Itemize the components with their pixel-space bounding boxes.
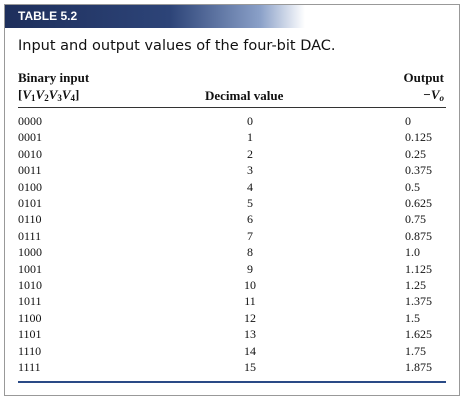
decimal-cell: 2 xyxy=(247,146,253,161)
output-cell: 0.375 xyxy=(405,163,432,178)
output-cell: 0.875 xyxy=(405,228,432,243)
subscript-wrap: 4 xyxy=(71,93,76,103)
symbol: V xyxy=(35,87,45,102)
binary-cell: 1011 xyxy=(18,294,42,309)
decimal-cell: 1 xyxy=(247,130,253,145)
header-decimal: Decimal value xyxy=(205,88,284,103)
caption: Input and output values of the four-bit … xyxy=(18,38,336,54)
binary-cell: 1110 xyxy=(18,343,42,358)
banner xyxy=(5,5,305,28)
binary-cell: 1100 xyxy=(18,310,42,325)
decimal-cell: 6 xyxy=(247,212,253,227)
symbol: V xyxy=(48,87,58,102)
subscript: 2 xyxy=(44,93,49,103)
decimal-cell: 4 xyxy=(247,179,253,194)
symbol: V xyxy=(61,87,71,102)
decimal-cell: 5 xyxy=(247,196,253,210)
subscript-wrap: 3 xyxy=(57,93,62,103)
decimal-cell: 11 xyxy=(244,294,256,309)
binary-cell: 0111 xyxy=(18,228,42,243)
decimal-cell: 7 xyxy=(247,228,253,243)
output-cell: 1.875 xyxy=(405,360,432,374)
rule xyxy=(18,381,446,383)
decimal-cell: 14 xyxy=(244,343,256,358)
binary-cell: 1001 xyxy=(18,261,42,276)
binary-cell: 0001 xyxy=(18,130,42,145)
subscript: 1 xyxy=(31,93,36,103)
binary-cell: 0100 xyxy=(18,179,42,194)
symbol: V xyxy=(430,87,440,102)
decimal-cell: 3 xyxy=(247,163,253,178)
decimal-cell: 10 xyxy=(244,278,256,292)
decimal-cell: 13 xyxy=(244,327,256,342)
decimal-cell: 0 xyxy=(247,114,253,128)
output-cell: 0.625 xyxy=(405,196,432,210)
subscript-wrap: 2 xyxy=(44,93,49,103)
rule xyxy=(18,107,446,108)
output-cell: 1.375 xyxy=(405,294,432,309)
subscript: o xyxy=(439,93,445,103)
output-cell: 1.25 xyxy=(405,278,426,292)
binary-cell: 1101 xyxy=(18,327,42,342)
minus: − xyxy=(423,87,431,102)
symbols: V1V2V3V4 xyxy=(22,87,76,103)
frame xyxy=(4,4,460,396)
output-cell: 1.5 xyxy=(405,310,420,325)
bracket: ] xyxy=(75,87,80,102)
symbol: V xyxy=(22,87,32,102)
binary-cell: 1111 xyxy=(18,360,41,374)
output-cell: 0.75 xyxy=(405,212,426,227)
output-cell: 1.75 xyxy=(405,343,426,358)
subscript: 3 xyxy=(57,93,62,103)
output-cell: 0 xyxy=(405,114,411,128)
decimal-cell: 8 xyxy=(247,245,253,260)
binary-cell: 0101 xyxy=(18,196,42,210)
output-cell: 1.0 xyxy=(405,245,420,260)
decimal-cell: 9 xyxy=(247,261,253,276)
binary-cell: 0011 xyxy=(18,163,42,178)
decimal-cell: 12 xyxy=(244,310,256,325)
header-binary-symbol: [V1V2V3V4] xyxy=(18,87,79,103)
output-cell: 0.125 xyxy=(405,130,432,145)
decimal-cell: 15 xyxy=(244,360,256,374)
output-cell: 1.125 xyxy=(405,261,432,276)
header-output: Output xyxy=(403,70,444,85)
output-cell: 0.25 xyxy=(405,146,426,161)
binary-cell: 1010 xyxy=(18,278,42,292)
binary-cell: 0010 xyxy=(18,146,42,161)
binary-cell: 0110 xyxy=(18,212,42,227)
header-binary: Binary input xyxy=(18,70,90,85)
bracket: [ xyxy=(18,87,23,102)
binary-cell: 0000 xyxy=(18,114,42,128)
binary-cell: 1000 xyxy=(18,245,42,260)
header-output-symbol: −Vo xyxy=(423,87,444,103)
subscript-wrap: 1 xyxy=(31,93,36,103)
output-cell: 1.625 xyxy=(405,327,432,342)
output-cell: 0.5 xyxy=(405,179,420,194)
table-label: TABLE 5.2 xyxy=(18,9,78,23)
subscript: 4 xyxy=(70,93,76,103)
